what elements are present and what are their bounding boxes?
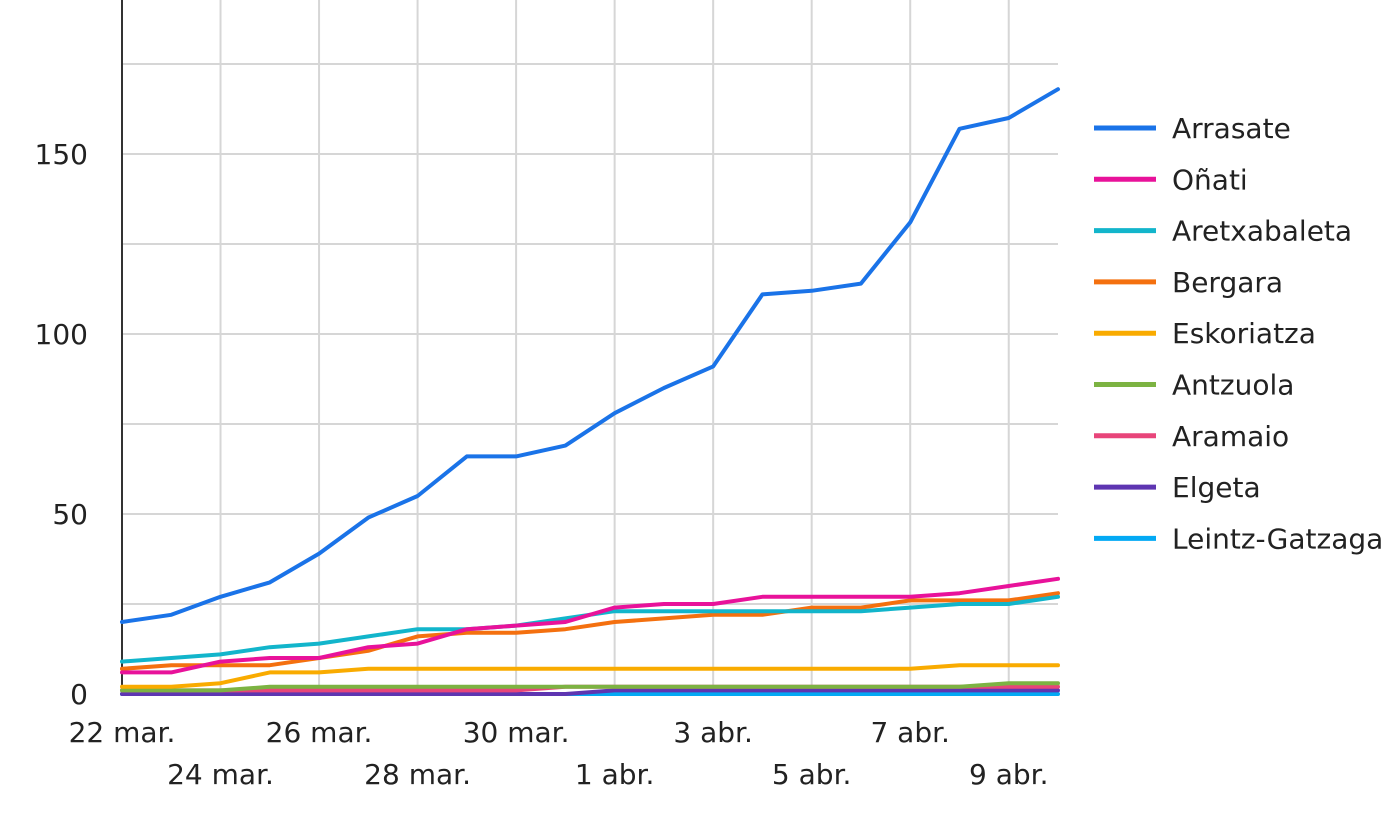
legend-item-antzuola: Antzuola bbox=[1094, 369, 1294, 402]
series-line-eskoriatza bbox=[120, 663, 1060, 689]
axes bbox=[121, 0, 1058, 695]
y-tick-label: 150 bbox=[35, 138, 88, 171]
legend-item-leintz-gatzaga: Leintz-Gatzaga bbox=[1094, 522, 1383, 555]
y-tick-label: 50 bbox=[52, 498, 88, 531]
x-tick-label: 3 abr. bbox=[673, 716, 753, 749]
x-tick-label: 30 mar. bbox=[463, 716, 570, 749]
legend: Arrasate Oñati Aretxabaleta Bergara Eskoriat… bbox=[1094, 112, 1383, 555]
x-tick-label: 5 abr. bbox=[772, 758, 852, 791]
legend-item-bergara: Bergara bbox=[1094, 266, 1283, 299]
series-line-aretxabaleta bbox=[120, 594, 1060, 664]
x-tick-label: 7 abr. bbox=[870, 716, 950, 749]
series-line-elgeta bbox=[120, 688, 1060, 696]
legend-item-eskoriatza: Eskoriatza bbox=[1094, 317, 1316, 350]
legend-label: Bergara bbox=[1172, 266, 1283, 299]
legend-label: Eskoriatza bbox=[1172, 317, 1316, 350]
legend-label: Arrasate bbox=[1172, 112, 1291, 145]
legend-item-arrasate: Arrasate bbox=[1094, 112, 1291, 145]
legend-label: Oñati bbox=[1172, 163, 1248, 196]
y-tick-label: 0 bbox=[70, 678, 88, 711]
series-line-antzuola bbox=[120, 681, 1060, 693]
series-line-bergara bbox=[120, 591, 1060, 671]
x-tick-label: 9 abr. bbox=[969, 758, 1049, 791]
legend-label: Aramaio bbox=[1172, 420, 1289, 453]
legend-label: Aretxabaleta bbox=[1172, 215, 1352, 248]
legend-item-elgeta: Elgeta bbox=[1094, 471, 1261, 504]
grid-lines bbox=[121, 0, 1058, 694]
series-line-o-ati bbox=[120, 576, 1060, 675]
series-line-arrasate bbox=[120, 87, 1060, 624]
x-tick-label: 22 mar. bbox=[69, 716, 176, 749]
legend-item-aramaio: Aramaio bbox=[1094, 420, 1289, 453]
legend-item-o-ati: Oñati bbox=[1094, 163, 1248, 196]
legend-label: Leintz-Gatzaga bbox=[1172, 522, 1383, 555]
legend-label: Elgeta bbox=[1172, 471, 1261, 504]
x-tick-label: 26 mar. bbox=[266, 716, 373, 749]
x-tick-label: 24 mar. bbox=[167, 758, 274, 791]
y-tick-label: 100 bbox=[35, 318, 88, 351]
x-tick-label: 28 mar. bbox=[364, 758, 471, 791]
series-lines bbox=[120, 87, 1060, 696]
x-tick-label: 1 abr. bbox=[575, 758, 655, 791]
legend-item-aretxabaleta: Aretxabaleta bbox=[1094, 215, 1352, 248]
legend-label: Antzuola bbox=[1172, 369, 1294, 402]
tick-labels: 0 50 100 150 22 mar. 26 mar. 30 mar. 3 abr. 7 ab… bbox=[35, 138, 1049, 791]
